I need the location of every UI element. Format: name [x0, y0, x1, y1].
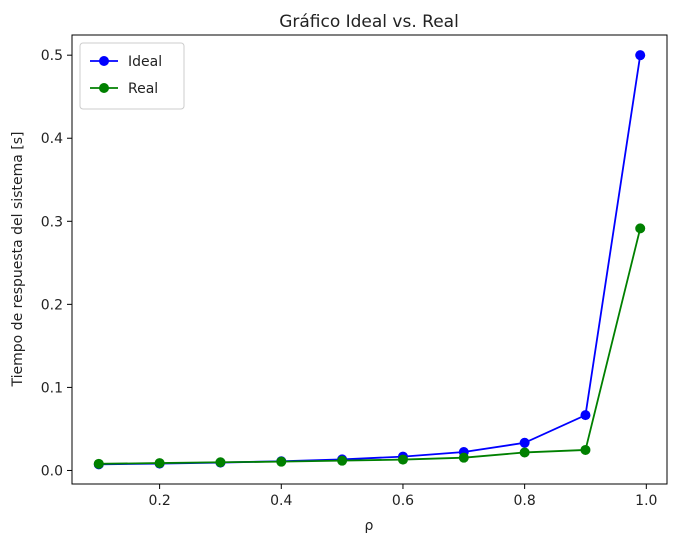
data-point-real: [635, 223, 646, 234]
data-point-real: [580, 444, 591, 455]
data-point-real: [154, 458, 165, 469]
data-point-real: [519, 447, 530, 458]
x-axis-label: ρ: [365, 518, 374, 534]
y-axis-label: Tiempo de respuesta del sistema [s]: [10, 132, 26, 388]
x-tick-label: 1.0: [635, 493, 657, 509]
legend-marker-real: [99, 83, 109, 93]
axes-frame: [71, 34, 668, 485]
x-tick-label: 0.4: [270, 493, 292, 509]
y-tick-label: 0.0: [41, 463, 63, 479]
series-line-real: [98, 228, 642, 465]
y-tick-label: 0.1: [41, 380, 63, 396]
data-point-ideal: [519, 437, 530, 448]
data-point-real: [458, 452, 469, 463]
y-tick-label: 0.3: [41, 214, 63, 230]
legend-label-ideal: Ideal: [128, 54, 162, 70]
chart-title: Gráfico Ideal vs. Real: [279, 12, 459, 32]
series-layer: [93, 50, 646, 470]
y-axis: 0.0 0.1 0.2 0.3 0.4 0.5: [41, 48, 72, 479]
data-point-ideal: [580, 410, 591, 421]
legend-label-real: Real: [128, 81, 158, 97]
data-point-real: [215, 457, 226, 468]
data-point-real: [337, 455, 348, 466]
data-point-real: [93, 458, 104, 469]
x-axis: 0.2 0.4 0.6 0.8 1.0: [148, 484, 657, 509]
data-point-real: [276, 456, 287, 467]
x-tick-label: 0.8: [514, 493, 536, 509]
x-tick-label: 0.2: [148, 493, 170, 509]
y-tick-label: 0.5: [41, 48, 63, 64]
plot-area: [71, 34, 668, 485]
data-point-ideal: [635, 50, 646, 61]
y-tick-label: 0.2: [41, 297, 63, 313]
data-point-real: [397, 454, 408, 465]
legend-box: [79, 42, 185, 110]
y-tick-label: 0.4: [41, 131, 63, 147]
legend-marker-ideal: [99, 56, 109, 66]
x-tick-label: 0.6: [392, 493, 414, 509]
legend: Ideal Real: [79, 42, 185, 110]
